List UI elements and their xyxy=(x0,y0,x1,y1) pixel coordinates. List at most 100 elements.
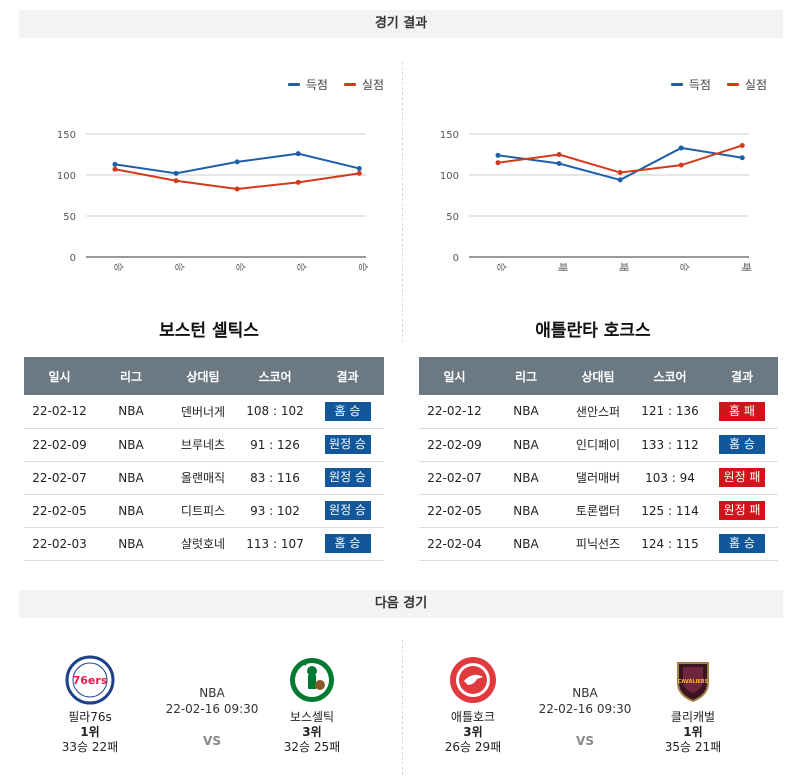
data-point xyxy=(556,152,562,157)
results-section-header: 경기 결과 xyxy=(19,10,783,38)
table-header-row: 일시 리그 상대팀 스코어 결과 xyxy=(24,357,384,395)
column-header: 스코어 xyxy=(634,357,706,395)
cell-score: 93 : 102 xyxy=(239,494,311,528)
team-rank: 3위 xyxy=(302,725,322,739)
data-point xyxy=(234,186,240,192)
cell-opponent[interactable]: 토론랩터 xyxy=(562,494,634,528)
result-badge: 홈 승 xyxy=(324,534,371,553)
cell-result: 홈 승 xyxy=(311,527,384,561)
data-point xyxy=(495,152,501,158)
cell-league: NBA xyxy=(95,494,167,528)
cell-opponent[interactable]: 브루네츠 xyxy=(167,428,239,462)
table-row[interactable]: 22-02-05 NBA 디트피스 93 : 102 원정 승 xyxy=(24,494,384,528)
team-name: 보스셀틱 xyxy=(289,710,335,724)
data-point xyxy=(678,162,684,168)
next-game-card[interactable]: 76ers 필라76s 1위 33승 22패 NBA 22-02-16 09:3… xyxy=(20,655,400,775)
vertical-divider xyxy=(402,640,403,775)
table-row[interactable]: 22-02-12 NBA 덴버너게 108 : 102 홈 승 xyxy=(24,395,384,429)
table-row[interactable]: 22-02-03 NBA 샬럿호네 113 : 107 홈 승 xyxy=(24,527,384,561)
data-point xyxy=(295,179,301,185)
next-game-card[interactable]: 애틀호크 3위 26승 29패 NBA 22-02-16 09:30 VS CA… xyxy=(403,655,783,775)
table-row[interactable]: 22-02-05 NBA 토론랩터 125 : 114 원정 패 xyxy=(419,494,778,528)
team-record: 26승 29패 xyxy=(444,740,502,754)
y-tick-label: 150 xyxy=(57,130,76,141)
cell-score: 83 : 116 xyxy=(239,461,311,495)
data-point xyxy=(556,161,562,167)
table-row[interactable]: 22-02-09 NBA 인디페이 133 : 112 홈 승 xyxy=(419,428,778,462)
data-point xyxy=(173,170,179,176)
team-rank: 3위 xyxy=(463,725,483,739)
column-header: 스코어 xyxy=(239,357,311,395)
game-info: NBA 22-02-16 09:30 VS xyxy=(535,685,635,749)
result-badge: 홈 승 xyxy=(719,435,765,454)
cell-score: 133 : 112 xyxy=(634,428,706,462)
table-header-row: 일시 리그 상대팀 스코어 결과 xyxy=(419,357,778,395)
table-row[interactable]: 22-02-04 NBA 피닉선즈 124 : 115 홈 승 xyxy=(419,527,778,561)
cell-score: 108 : 102 xyxy=(239,395,311,429)
x-tick-label: 승 xyxy=(495,262,507,271)
table-row[interactable]: 22-02-07 NBA 댈러매버 103 : 94 원정 패 xyxy=(419,461,778,495)
table-row[interactable]: 22-02-12 NBA 샌안스퍼 121 : 136 홈 패 xyxy=(419,395,778,429)
legend-conceded-label: 실점 xyxy=(744,78,767,92)
x-tick-label: 승 xyxy=(173,262,185,271)
table-row[interactable]: 22-02-07 NBA 올랜매직 83 : 116 원정 승 xyxy=(24,461,384,495)
x-tick-label: 승 xyxy=(295,262,307,271)
table-row[interactable]: 22-02-09 NBA 브루네츠 91 : 126 원정 승 xyxy=(24,428,384,462)
legend-conceded-swatch xyxy=(726,83,739,86)
result-badge: 원정 패 xyxy=(719,468,765,487)
legend-conceded-swatch xyxy=(343,83,356,86)
column-header: 일시 xyxy=(24,357,95,395)
cell-result: 홈 승 xyxy=(706,527,778,561)
cell-opponent[interactable]: 샬럿호네 xyxy=(167,527,239,561)
home-team[interactable]: 76ers 필라76s 1위 33승 22패 xyxy=(45,655,135,755)
y-tick-label: 50 xyxy=(446,212,459,223)
x-tick-label: 승 xyxy=(234,262,246,271)
vertical-divider xyxy=(402,62,403,342)
legend-scored-label: 득점 xyxy=(305,78,328,92)
legend-scored: 득점 xyxy=(287,76,328,93)
cell-opponent[interactable]: 샌안스퍼 xyxy=(562,395,634,429)
cell-opponent[interactable]: 올랜매직 xyxy=(167,461,239,495)
cell-opponent[interactable]: 인디페이 xyxy=(562,428,634,462)
cell-opponent[interactable]: 피닉선즈 xyxy=(562,527,634,561)
next-games-section-header: 다음 경기 xyxy=(19,590,783,618)
away-team[interactable]: 보스셀틱 3위 32승 25패 xyxy=(267,655,357,755)
results-table-boston: 일시 리그 상대팀 스코어 결과 22-02-12 NBA 덴버너게 108 : 102 홈 승… xyxy=(24,357,384,561)
team-record: 35승 21패 xyxy=(664,740,722,754)
data-point xyxy=(356,165,362,171)
cell-result: 원정 승 xyxy=(311,428,384,462)
team-title-boston: 보스턴 셀틱스 xyxy=(159,321,259,341)
cell-result: 홈 승 xyxy=(706,428,778,462)
chart-atlanta: 득점 실점 0 50 100 150 승 패 패 승 패 xyxy=(403,62,783,282)
home-team[interactable]: 애틀호크 3위 26승 29패 xyxy=(428,655,518,755)
data-point xyxy=(739,142,745,148)
data-point xyxy=(112,161,118,167)
cell-result: 홈 패 xyxy=(706,395,778,429)
cell-opponent[interactable]: 디트피스 xyxy=(167,494,239,528)
result-badge: 원정 패 xyxy=(719,501,765,520)
cell-date: 22-02-05 xyxy=(24,494,95,528)
result-badge: 홈 승 xyxy=(719,534,765,553)
away-team[interactable]: CAVALIERS 클리캐벌 1위 35승 21패 xyxy=(648,655,738,755)
cell-date: 22-02-12 xyxy=(24,395,95,429)
data-point xyxy=(617,170,623,176)
column-header: 리그 xyxy=(490,357,562,395)
data-point xyxy=(112,166,118,172)
x-tick-label: 승 xyxy=(678,262,690,271)
cell-date: 22-02-03 xyxy=(24,527,95,561)
cell-league: NBA xyxy=(95,527,167,561)
legend-conceded: 실점 xyxy=(343,76,384,93)
cell-opponent[interactable]: 덴버너게 xyxy=(167,395,239,429)
cell-date: 22-02-07 xyxy=(419,461,490,495)
cell-league: NBA xyxy=(490,494,562,528)
game-info: NBA 22-02-16 09:30 VS xyxy=(162,685,262,749)
column-header: 리그 xyxy=(95,357,167,395)
cell-opponent[interactable]: 댈러매버 xyxy=(562,461,634,495)
cell-score: 103 : 94 xyxy=(634,461,706,495)
y-tick-label: 150 xyxy=(440,130,459,141)
x-tick-label: 패 xyxy=(617,262,629,271)
cell-result: 원정 승 xyxy=(311,494,384,528)
team-record: 33승 22패 xyxy=(61,740,119,754)
data-point xyxy=(678,145,684,151)
chart-legend: 득점 실점 xyxy=(670,76,767,93)
